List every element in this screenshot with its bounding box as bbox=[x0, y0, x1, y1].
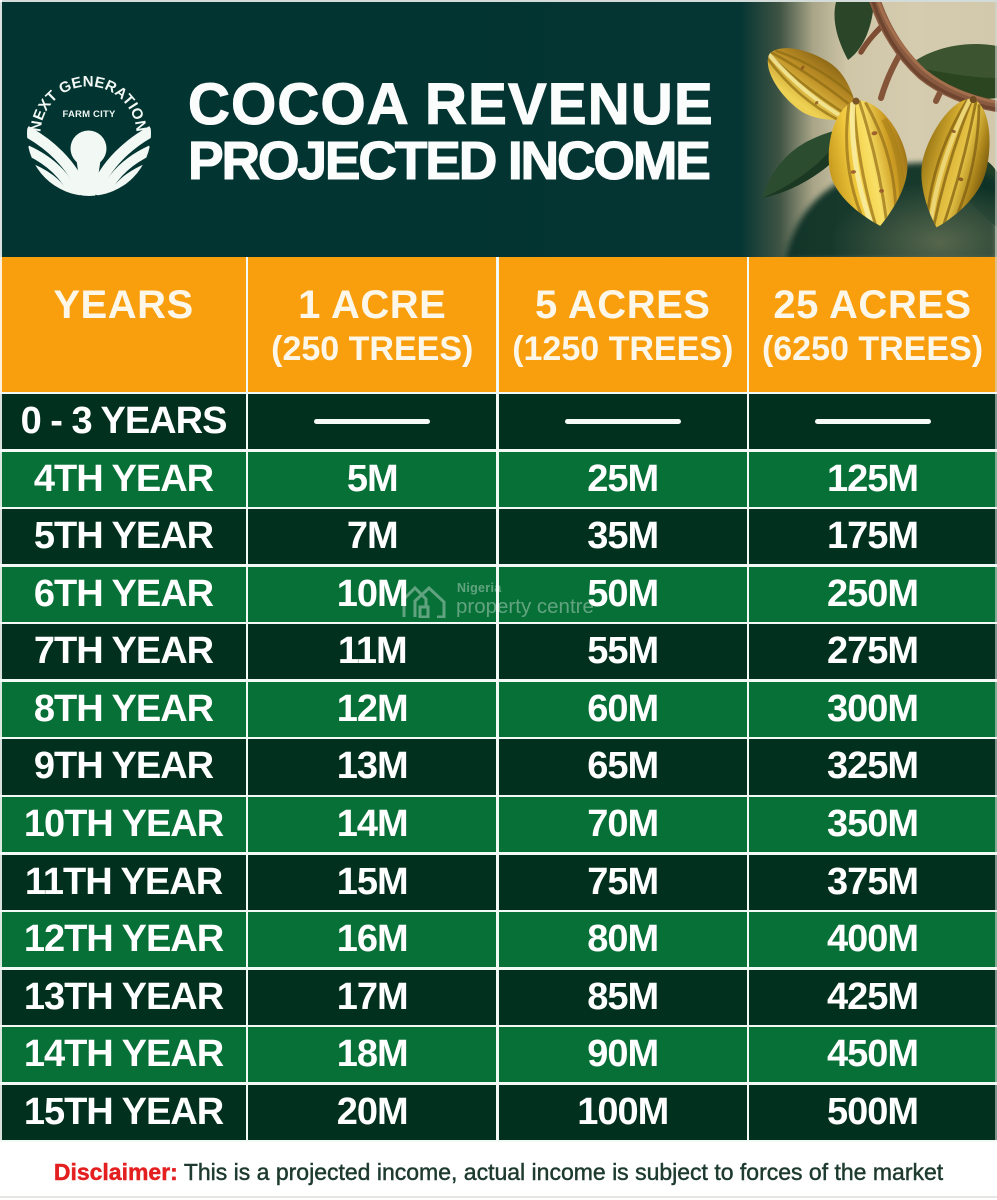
svg-text:FARM CITY: FARM CITY bbox=[63, 109, 116, 120]
svg-text:NEXT GENERATION: NEXT GENERATION bbox=[27, 73, 149, 133]
